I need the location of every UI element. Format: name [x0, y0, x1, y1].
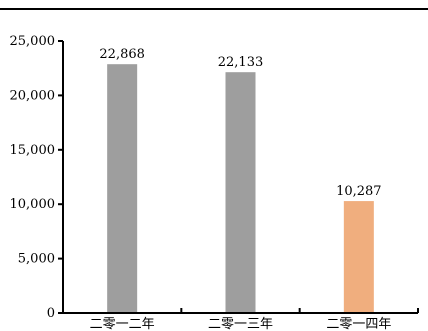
y-tick-label: 25,000	[10, 34, 56, 49]
bar	[343, 201, 374, 313]
y-tick-label: 15,000	[10, 143, 56, 158]
bar	[225, 72, 256, 313]
y-tick-label: 20,000	[10, 88, 56, 103]
bar	[107, 64, 138, 313]
y-axis: 0 5,000 10,000 15,000 20,000 25,000	[10, 34, 64, 321]
y-tick-label: 5,000	[18, 252, 55, 267]
data-label: 22,133	[218, 55, 264, 70]
y-tick-label: 0	[47, 306, 55, 321]
y-tick-label: 10,000	[10, 197, 56, 212]
x-category-label: 二零一三年	[208, 317, 273, 331]
x-category-label: 二零一四年	[326, 317, 391, 331]
data-label: 22,868	[99, 47, 145, 62]
x-axis: 二零一二年 二零一三年 二零一四年	[62, 308, 419, 331]
x-category-label: 二零一二年	[90, 317, 155, 331]
bars-group: 22,868 22,133 10,287	[99, 47, 382, 313]
data-label: 10,287	[336, 184, 382, 199]
